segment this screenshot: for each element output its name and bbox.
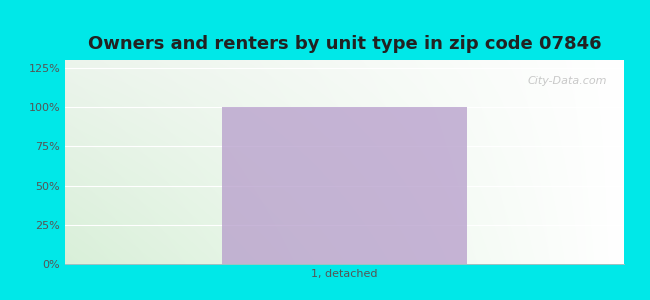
Title: Owners and renters by unit type in zip code 07846: Owners and renters by unit type in zip c… bbox=[88, 35, 601, 53]
Bar bbox=[222, 107, 467, 264]
Text: City-Data.com: City-Data.com bbox=[528, 76, 607, 86]
